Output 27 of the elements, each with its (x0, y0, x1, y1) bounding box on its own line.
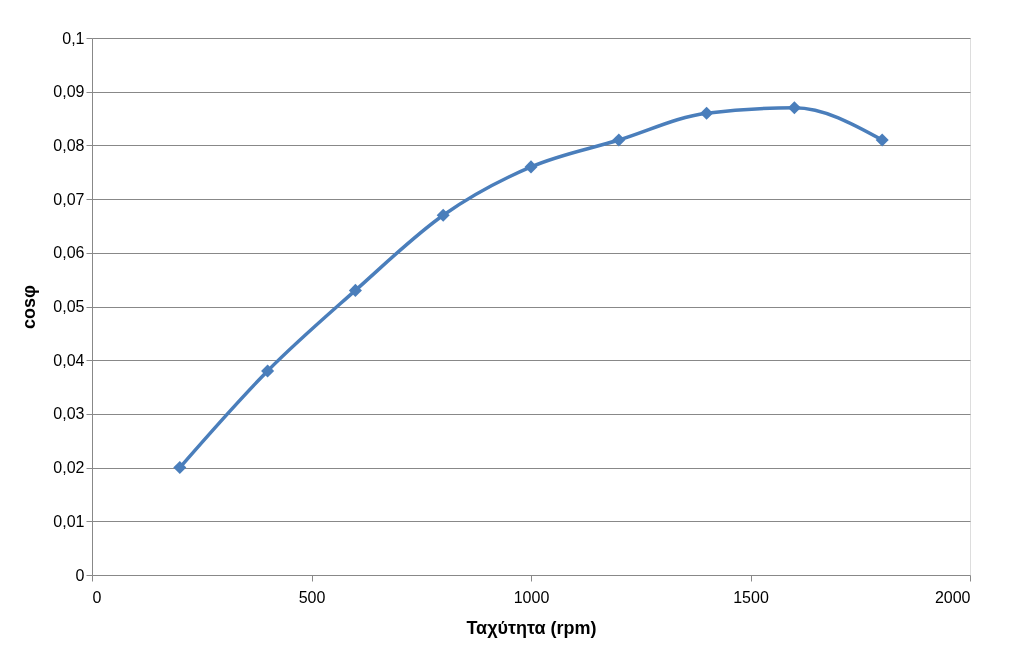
y-tick-label: 0,05 (53, 298, 85, 315)
point (700, 106, 714, 120)
y-tick-label: 0,09 (53, 83, 85, 101)
y-tick-label: 0,1 (62, 29, 85, 47)
y-tick-label: 0,04 (53, 351, 85, 369)
x-tick-label: 500 (298, 588, 326, 606)
x-axis-title: Ταχύτητα (rpm) (466, 617, 597, 638)
y-tick-label: 0,06 (53, 244, 85, 262)
x-tick-label: 1000 (513, 588, 550, 606)
point (875, 133, 889, 147)
x-tick-label: 0 (92, 588, 102, 606)
point (261, 364, 275, 378)
y-tick-label: 0,08 (53, 136, 85, 154)
point (173, 461, 187, 475)
x-tick-label: 2000 (934, 588, 971, 606)
point (612, 133, 626, 147)
y-tick-label: 0,01 (53, 512, 85, 530)
point (348, 283, 362, 297)
y-tick-label: 0,03 (53, 405, 85, 423)
y-axis-title: cosφ (19, 284, 40, 329)
point (787, 101, 801, 115)
y-tick-label: 0,02 (53, 459, 85, 477)
y-tick-label: 0 (75, 566, 85, 584)
point (524, 160, 538, 174)
point (436, 208, 450, 222)
y-tick-label: 0,07 (53, 190, 85, 208)
x-tick-label: 1500 (733, 588, 769, 606)
